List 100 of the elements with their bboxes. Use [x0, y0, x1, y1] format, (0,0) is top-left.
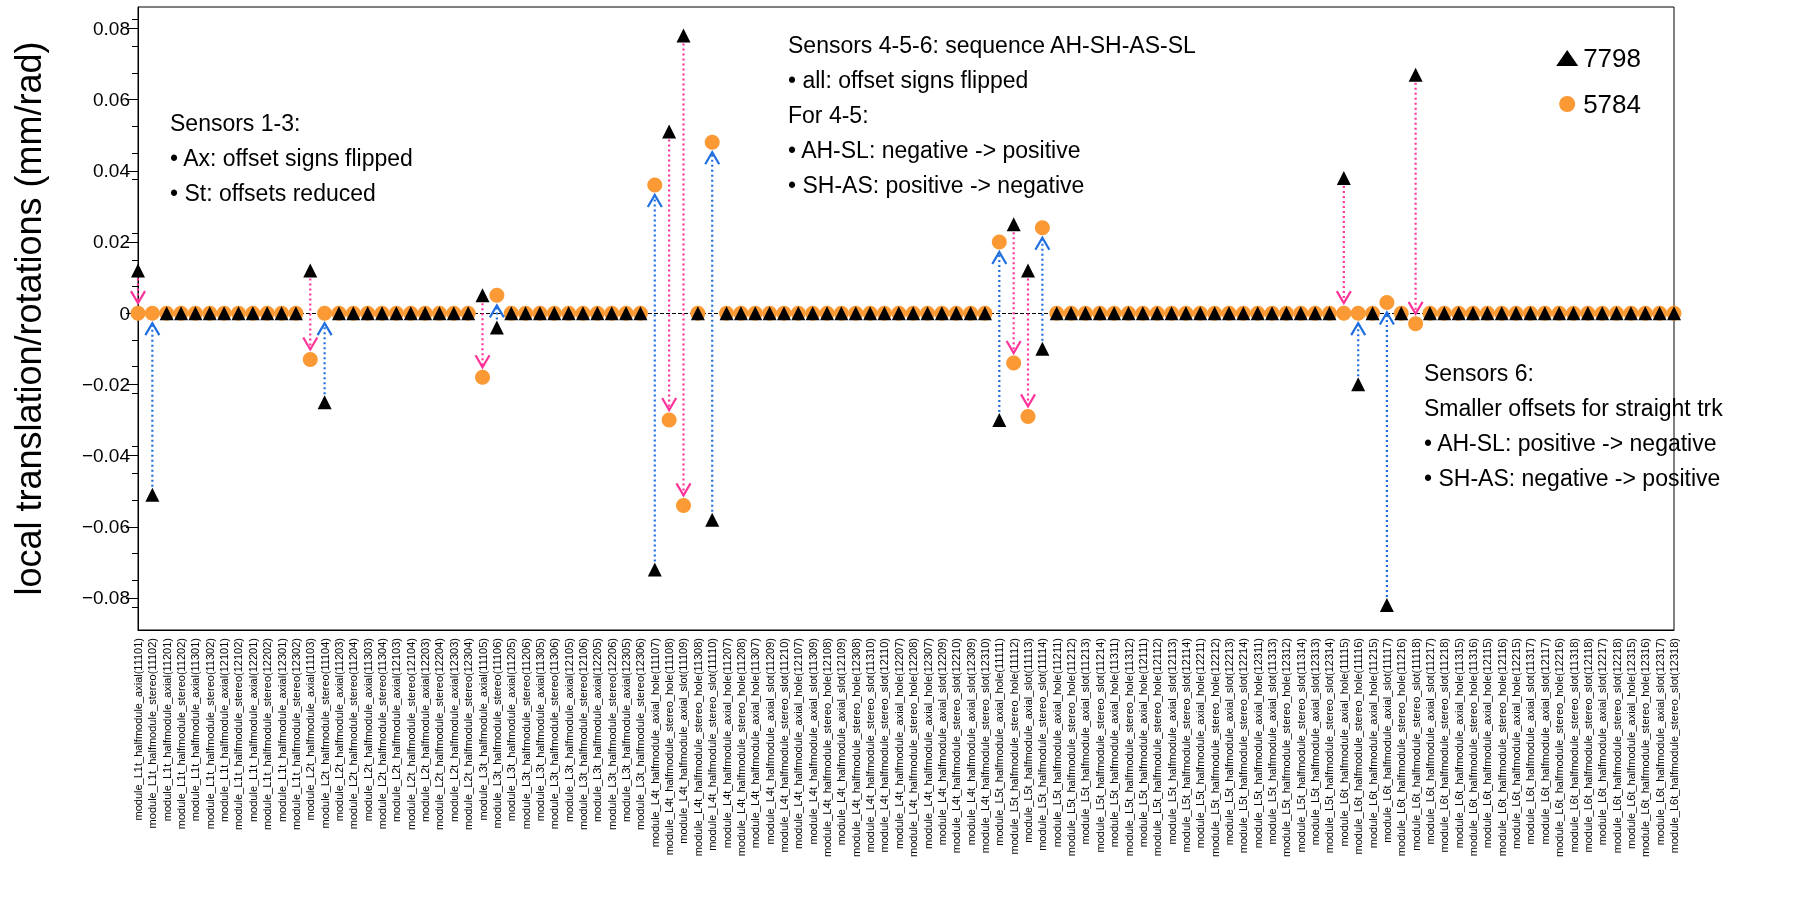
x-tick-label: module_L3t_halfmodule_axial(11205)	[505, 638, 518, 822]
x-tick-label: module_L2t_halfmodule_axial(12203)	[419, 638, 432, 823]
x-tick-label: module_L4t_halfmodule_axial_hole(11307)	[749, 638, 762, 849]
x-tick-label: module_L4t_halfmodule_stereo_slot(11110)	[706, 638, 719, 851]
x-tick-label: module_L1t_halfmodule_axial(11301)	[189, 638, 202, 822]
x-tick-label: module_L5t_halfmodule_stereo_slot(12114)	[1179, 638, 1192, 853]
x-tick-label: module_L1t_halfmodule_stereo(12202)	[261, 638, 274, 831]
x-tick-label: module_L2t_halfmodule_stereo(12204)	[433, 638, 446, 831]
x-tick-label: module_L4t_halfmodule_stereo_slot(12210)	[950, 638, 963, 854]
x-tick-label: module_L5t_halfmodule_axial_slot(12113)	[1165, 638, 1178, 845]
x-tick-label: module_L2t_halfmodule_stereo(12104)	[404, 638, 417, 831]
x-tick-label: module_L2t_halfmodule_stereo(12304)	[462, 638, 475, 831]
x-tick-label: module_L4t_halfmodule_stereo_slot(12310)	[978, 638, 991, 854]
x-tick-label: module_L5t_halfmodule_stereo_hole(12312)	[1280, 638, 1293, 857]
x-tick-label: module_L2t_halfmodule_axial(11203)	[332, 638, 345, 822]
x-tick-label: module_L5t_halfmodule_axial_hole(12311)	[1251, 638, 1264, 849]
x-tick-label: module_L5t_halfmodule_stereo_hole(11312)	[1122, 638, 1135, 857]
x-tick-label: module_L1t_halfmodule_axial(12101)	[218, 638, 231, 823]
x-tick-label: module_L1t_halfmodule_stereo(11202)	[175, 638, 188, 830]
x-tick-label: module_L6t_halfmodule_axial_slot(11317)	[1524, 638, 1537, 845]
x-tick-label: module_L5t_halfmodule_stereo_slot(12214)	[1237, 638, 1250, 854]
x-tick-label: module_L6t_halfmodule_axial_slot(11117)	[1380, 638, 1393, 843]
x-tick-label: module_L6t_halfmodule_axial_hole(11315)	[1452, 638, 1465, 849]
x-tick-label: module_L5t_halfmodule_stereo_slot(11214)	[1093, 638, 1106, 853]
x-tick-label: module_L2t_halfmodule_stereo(11304)	[376, 638, 389, 830]
x-tick-label: module_L5t_halfmodule_axial_hole(11111)	[993, 638, 1006, 846]
x-tick-label: module_L6t_halfmodule_axial_hole(11215)	[1366, 638, 1379, 849]
y-tick-label: −0.06	[81, 516, 130, 538]
x-tick-label: module_L1t_halfmodule_stereo(12302)	[289, 638, 302, 831]
x-tick-label: module_L3t_halfmodule_stereo(11306)	[548, 638, 561, 830]
legend-label: 7798	[1583, 43, 1641, 73]
x-tick-label: module_L5t_halfmodule_stereo_hole(12112)	[1151, 638, 1164, 857]
x-tick-label: module_L5t_halfmodule_axial_slot(12213)	[1222, 638, 1235, 846]
x-tick-label: module_L5t_halfmodule_stereo_hole(12212)	[1208, 638, 1221, 857]
x-tick-label: module_L4t_halfmodule_stereo_hole(11208)	[734, 638, 747, 857]
x-tick-label: module_L5t_halfmodule_stereo_slot(11314)	[1294, 638, 1307, 853]
x-tick-label: module_L4t_halfmodule_stereo_hole(12208)	[907, 638, 920, 857]
x-tick-label: module_L4t_halfmodule_stereo_hole(12108)	[821, 638, 834, 857]
y-tick-label: 0	[119, 302, 130, 324]
x-tick-label: module_L5t_halfmodule_axial_hole(12111)	[1136, 638, 1149, 848]
x-tick-label: module_L4t_halfmodule_axial_slot(12209)	[935, 638, 948, 846]
x-tick-label: module_L5t_halfmodule_axial_hole(12211)	[1194, 638, 1207, 849]
y-tick-label: −0.04	[81, 445, 131, 467]
x-tick-label: module_L1t_halfmodule_stereo(12102)	[232, 638, 245, 831]
x-tick-label: module_L2t_halfmodule_stereo(11204)	[347, 638, 360, 830]
x-tick-label: module_L6t_halfmodule_stereo_hole(12116)	[1495, 638, 1508, 857]
x-tick-label: module_L2t_halfmodule_axial(12303)	[447, 638, 460, 823]
x-tick-label: module_L6t_halfmodule_axial_slot(11217)	[1423, 638, 1436, 845]
x-tick-label: module_L3t_halfmodule_stereo(11206)	[519, 638, 532, 830]
x-tick-label: module_L3t_halfmodule_stereo(12306)	[634, 638, 647, 831]
y-tick-label: 0.02	[93, 231, 130, 253]
x-tick-label: module_L5t_halfmodule_stereo_hole(11212)	[1065, 638, 1078, 857]
x-tick-label: module_L6t_halfmodule_stereo_hole(11216)	[1395, 638, 1408, 857]
x-tick-label: module_L3t_halfmodule_stereo(11106)	[490, 638, 503, 829]
x-tick-label: module_L3t_halfmodule_stereo(12106)	[577, 638, 590, 831]
x-tick-label: module_L5t_halfmodule_axial_hole(11311)	[1108, 638, 1121, 848]
x-tick-label: module_L4t_halfmodule_axial_slot(11109)	[677, 638, 690, 844]
x-tick-label: module_L5t_halfmodule_axial_slot(11113)	[1022, 638, 1035, 843]
x-tick-label: module_L4t_halfmodule_stereo_hole(11308)	[691, 638, 704, 857]
x-tick-label: module_L3t_halfmodule_axial(12305)	[620, 638, 633, 823]
x-tick-label: module_L5t_halfmodule_axial_slot(11213)	[1079, 638, 1092, 845]
x-tick-label: module_L4t_halfmodule_stereo_hole(11108)	[663, 638, 676, 856]
legend-label: 5784	[1583, 89, 1641, 119]
x-tick-label: module_L5t_halfmodule_stereo_slot(12314)	[1323, 638, 1336, 854]
x-tick-label: module_L6t_halfmodule_stereo_hole(12216)	[1553, 638, 1566, 857]
x-tick-label: module_L1t_halfmodule_stereo(11102)	[146, 638, 159, 829]
x-tick-label: module_L6t_halfmodule_stereo_hole(12316)	[1639, 638, 1652, 857]
x-tick-label: module_L4t_halfmodule_axial_slot(11309)	[806, 638, 819, 845]
x-tick-label: module_L6t_halfmodule_axial_slot(12317)	[1653, 638, 1666, 846]
x-tick-label: module_L6t_halfmodule_axial_hole(12115)	[1481, 638, 1494, 849]
x-tick-label: module_L4t_halfmodule_axial_hole(12207)	[892, 638, 905, 849]
x-tick-label: module_L6t_halfmodule_stereo_hole(11316)	[1467, 638, 1480, 857]
x-tick-label: module_L6t_halfmodule_stereo_slot(11318)	[1567, 638, 1580, 853]
x-tick-label: module_L6t_halfmodule_stereo_slot(11218)	[1438, 638, 1451, 853]
x-tick-label: module_L4t_halfmodule_stereo_hole(12308)	[849, 638, 862, 857]
x-tick-label: module_L4t_halfmodule_axial_hole(11207)	[720, 638, 733, 849]
x-tick-label: module_L2t_halfmodule_stereo(11104)	[318, 638, 331, 829]
x-tick-label: module_L6t_halfmodule_axial_hole(12215)	[1510, 638, 1523, 849]
x-tick-label: module_L4t_halfmodule_axial_slot(12309)	[964, 638, 977, 846]
x-tick-label: module_L4t_halfmodule_stereo_slot(12110)	[878, 638, 891, 853]
x-tick-label: module_L2t_halfmodule_axial(11103)	[304, 638, 317, 821]
x-tick-label: module_L3t_halfmodule_axial(12205)	[591, 638, 604, 823]
x-tick-label: module_L3t_halfmodule_axial(11305)	[533, 638, 546, 822]
x-tick-label: module_L3t_halfmodule_axial(12105)	[562, 638, 575, 823]
x-tick-label: module_L4t_halfmodule_axial_slot(11209)	[763, 638, 776, 845]
x-tick-label: module_L3t_halfmodule_axial(11105)	[476, 638, 489, 821]
x-tick-label: module_L6t_halfmodule_stereo_hole(11116)	[1352, 638, 1365, 855]
x-tick-label: module_L4t_halfmodule_axial_hole(12307)	[921, 638, 934, 849]
x-tick-label: module_L6t_halfmodule_axial_hole(11115)	[1337, 638, 1350, 847]
x-tick-label: module_L6t_halfmodule_axial_slot(12217)	[1596, 638, 1609, 846]
x-tick-label: module_L2t_halfmodule_axial(11303)	[361, 638, 374, 822]
x-tick-label: module_L6t_halfmodule_stereo_slot(12118)	[1581, 638, 1594, 853]
x-tick-label: module_L5t_halfmodule_stereo_slot(11114)	[1036, 638, 1049, 851]
x-tick-label: module_L5t_halfmodule_axial_slot(12313)	[1309, 638, 1322, 846]
x-tick-label: module_L1t_halfmodule_axial(12301)	[275, 638, 288, 823]
y-tick-label: −0.08	[81, 587, 130, 609]
annotation: Sensors 1-3: • Ax: offset signs flipped • St: offsets reduced	[170, 109, 413, 208]
annotation: Sensors 6: Smaller offsets for straight trk • AH-SL: positive -> negative • SH-AS: negative -> positive	[1424, 359, 1723, 493]
x-tick-label: module_L4t_halfmodule_stereo_slot(11310)	[864, 638, 877, 853]
y-tick-label: 0.04	[93, 160, 131, 182]
